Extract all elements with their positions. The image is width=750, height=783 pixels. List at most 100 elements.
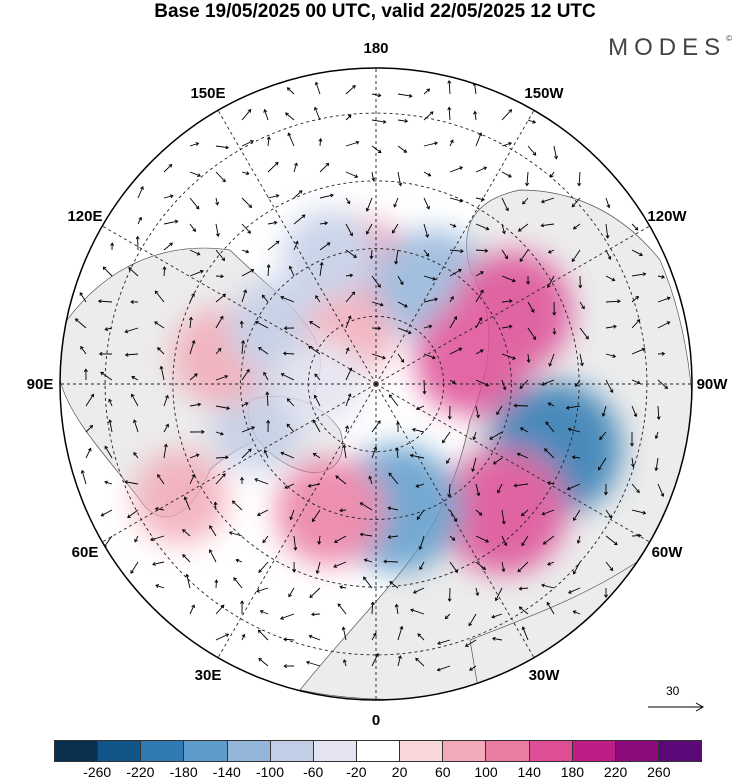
wind-arrow bbox=[449, 197, 463, 202]
wind-arrow bbox=[241, 171, 249, 175]
wind-arrow bbox=[605, 300, 621, 303]
wind-arrow bbox=[388, 535, 399, 538]
wind-arrow bbox=[215, 223, 219, 237]
wind-arrowhead bbox=[168, 164, 173, 168]
wind-arrow bbox=[449, 269, 462, 277]
wind-arrowhead bbox=[426, 88, 431, 93]
wind-arrow bbox=[334, 535, 347, 543]
wind-arrow bbox=[371, 145, 382, 153]
wind-arrowhead bbox=[235, 558, 240, 563]
wind-arrowhead bbox=[599, 436, 603, 440]
wind-arrowhead bbox=[254, 478, 259, 482]
wind-arrowhead bbox=[220, 604, 225, 609]
wind-arrowhead bbox=[130, 300, 134, 304]
wind-arrowhead bbox=[571, 258, 576, 263]
wind-arrowhead bbox=[509, 299, 513, 304]
wind-arrow bbox=[103, 535, 113, 548]
wind-arrow bbox=[571, 249, 581, 262]
wind-arrowhead bbox=[288, 593, 292, 598]
map-title: Base 19/05/2025 00 UTC, valid 22/05/2025… bbox=[154, 1, 596, 22]
wind-arrow bbox=[475, 223, 489, 230]
wind-arrowhead bbox=[195, 453, 200, 458]
wind-arrow bbox=[599, 431, 607, 440]
anomaly-blob bbox=[133, 449, 228, 545]
wind-arrow bbox=[157, 474, 165, 485]
wind-arrowhead bbox=[108, 419, 113, 423]
wind-arrowhead bbox=[373, 446, 378, 451]
wind-arrow bbox=[318, 535, 321, 545]
wind-arrow bbox=[397, 626, 403, 641]
wind-arrowhead bbox=[215, 233, 220, 237]
wind-arrowhead bbox=[481, 197, 486, 202]
wind-arrowhead bbox=[182, 554, 186, 558]
wind-arrowhead bbox=[396, 421, 400, 425]
wind-arrowhead bbox=[459, 166, 464, 170]
wind-arrow bbox=[85, 394, 94, 407]
wind-arrowhead bbox=[608, 514, 612, 519]
wind-arrow bbox=[215, 604, 225, 615]
wind-arrowhead bbox=[605, 235, 610, 239]
wind-arrowhead bbox=[162, 266, 167, 270]
wind-arrowhead bbox=[447, 416, 452, 420]
wind-arrow bbox=[631, 296, 639, 303]
wind-arrow bbox=[189, 604, 195, 615]
wind-arrowhead bbox=[155, 584, 160, 588]
wind-arrowhead bbox=[375, 653, 379, 657]
wind-arrow bbox=[544, 448, 555, 459]
wind-arrowhead bbox=[353, 254, 357, 258]
wind-arrowhead bbox=[219, 315, 224, 320]
map-border bbox=[59, 67, 693, 701]
wind-arrowhead bbox=[436, 667, 441, 672]
wind-arrowhead bbox=[565, 405, 570, 410]
colorbar-ticks: -260 -220 -180 -140 -100 -60 -20 20 60 100 140 180 2… bbox=[54, 764, 702, 782]
wind-arrow bbox=[280, 296, 295, 303]
wind-arrowhead bbox=[97, 299, 102, 304]
wind-arrow bbox=[519, 606, 529, 615]
wind-arrowhead bbox=[607, 256, 612, 260]
wind-arrow bbox=[423, 249, 429, 257]
meridian-line bbox=[102, 383, 377, 543]
wind-arrowhead bbox=[540, 223, 545, 228]
wind-arrow bbox=[345, 368, 352, 381]
wind-arrowhead bbox=[183, 496, 188, 501]
wind-arrowhead bbox=[280, 451, 285, 456]
wind-arrow bbox=[520, 427, 529, 433]
wind-arrow bbox=[360, 533, 373, 537]
wind-arrow bbox=[339, 586, 347, 589]
wind-arrow bbox=[605, 509, 612, 518]
wind-arrow bbox=[548, 402, 555, 407]
wind-arrowhead bbox=[241, 339, 246, 344]
wind-arrowhead bbox=[399, 625, 404, 630]
wind-arrowhead bbox=[310, 612, 315, 617]
wind-arrowhead bbox=[579, 362, 584, 367]
wind-arrow bbox=[85, 425, 93, 433]
wind-arrow bbox=[215, 580, 217, 589]
wind-arrowhead bbox=[547, 249, 552, 254]
wind-arrow bbox=[449, 223, 456, 228]
wind-arrow bbox=[319, 163, 330, 173]
wind-arrowhead bbox=[191, 473, 196, 478]
longitude-label: 120E bbox=[67, 208, 102, 225]
wind-arrowhead bbox=[131, 376, 136, 380]
wind-arrowhead bbox=[124, 480, 128, 485]
wind-arrowhead bbox=[312, 453, 317, 457]
wind-arrowhead bbox=[516, 452, 521, 457]
wind-arrowhead bbox=[398, 182, 403, 187]
wind-arrow bbox=[319, 222, 328, 225]
wind-arrowhead bbox=[127, 514, 131, 518]
wind-arrowhead bbox=[581, 305, 585, 310]
wind-arrowhead bbox=[174, 219, 179, 224]
wind-arrow bbox=[314, 395, 321, 407]
wind-arrowhead bbox=[425, 234, 430, 238]
wind-arrowhead bbox=[446, 460, 450, 464]
wind-arrow bbox=[75, 318, 87, 329]
wind-arrowhead bbox=[215, 201, 220, 206]
wind-arrowhead bbox=[342, 659, 347, 663]
wind-arrow bbox=[514, 405, 529, 407]
wind-arrow bbox=[133, 452, 139, 459]
wind-arrowhead bbox=[372, 632, 377, 637]
wind-arrow bbox=[547, 482, 555, 485]
wind-arrowhead bbox=[613, 541, 618, 546]
wind-arrowhead bbox=[654, 435, 659, 440]
wind-arrowhead bbox=[383, 559, 387, 564]
